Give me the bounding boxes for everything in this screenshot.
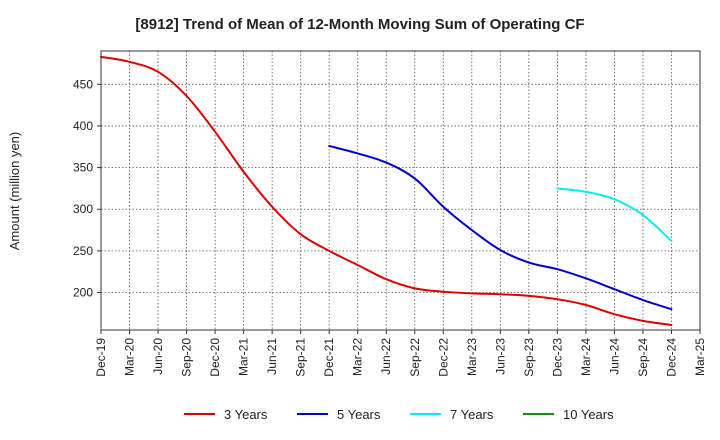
x-tick-label: Sep-20 <box>180 338 194 377</box>
x-tick-label: Dec-24 <box>664 338 678 377</box>
plot-frame <box>100 50 701 331</box>
x-tick-label: Sep-22 <box>408 338 422 377</box>
y-tick-label: 450 <box>73 77 93 91</box>
x-tick-label: Sep-21 <box>294 338 308 377</box>
x-tick-label: Jun-22 <box>379 338 393 375</box>
x-tick-label: Dec-19 <box>94 338 108 377</box>
series-line-3-years <box>100 55 673 326</box>
series-line-7-years <box>556 187 673 242</box>
x-tick-label: Mar-22 <box>351 338 365 376</box>
x-tick-label: Dec-22 <box>436 338 450 377</box>
y-tick-label: 400 <box>73 119 93 133</box>
x-tick-label: Dec-20 <box>208 338 222 377</box>
x-tick-label: Mar-20 <box>123 338 137 376</box>
x-tick-label: Mar-23 <box>465 338 479 376</box>
legend: 3 Years 5 Years 7 Years 10 Years <box>184 407 614 422</box>
x-tick-label: Jun-24 <box>607 338 621 375</box>
x-tick-label: Mar-24 <box>579 338 593 376</box>
y-tick-label: 300 <box>73 202 93 216</box>
y-tick-labels: 200 250 300 350 400 450 <box>73 77 101 300</box>
chart-title: [8912] Trend of Mean of 12-Month Moving … <box>135 16 584 33</box>
x-tick-label: Mar-21 <box>237 338 251 376</box>
series-lines <box>100 55 673 326</box>
y-tick-label: 350 <box>73 161 93 175</box>
x-tick-label: Sep-24 <box>636 338 650 377</box>
x-tick-labels: Dec-19 Mar-20 Jun-20 Sep-20 Dec-20 Mar-21 Jun-… <box>94 330 707 377</box>
grid-lines <box>101 51 700 330</box>
x-tick-label: Dec-21 <box>322 338 336 377</box>
series-line-5-years <box>328 144 673 311</box>
legend-label-7-years: 7 Years <box>450 407 494 422</box>
x-tick-label: Sep-23 <box>522 338 536 377</box>
legend-label-10-years: 10 Years <box>563 407 614 422</box>
y-tick-label: 200 <box>73 286 93 300</box>
x-tick-label: Jun-23 <box>493 338 507 375</box>
legend-label-5-years: 5 Years <box>337 407 381 422</box>
legend-label-3-years: 3 Years <box>224 407 268 422</box>
x-tick-label: Mar-25 <box>693 338 707 376</box>
x-tick-label: Jun-20 <box>151 338 165 375</box>
y-axis-label: Amount (million yen) <box>7 132 22 251</box>
y-tick-label: 250 <box>73 244 93 258</box>
x-tick-label: Dec-23 <box>550 338 564 377</box>
x-tick-label: Jun-21 <box>265 338 279 375</box>
